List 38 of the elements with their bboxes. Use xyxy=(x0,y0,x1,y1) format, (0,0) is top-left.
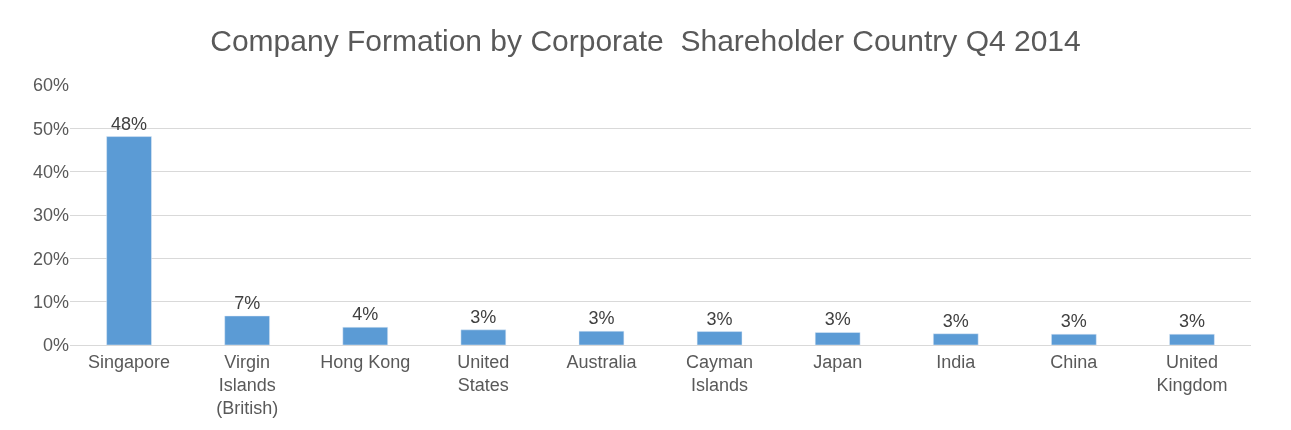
data-label: 3% xyxy=(1060,311,1087,332)
y-tick-label: 40% xyxy=(32,161,69,182)
bar xyxy=(106,136,152,345)
data-label: 4% xyxy=(352,304,379,325)
x-tick-label: Hong Kong xyxy=(320,351,411,372)
x-tick-label: Virgin Islands (British) xyxy=(216,351,279,419)
bar xyxy=(1169,333,1215,345)
data-label: 3% xyxy=(588,308,615,329)
x-tick-label: China xyxy=(1050,351,1099,372)
x-tick-label: Cayman Islands xyxy=(686,351,754,395)
x-tick-label: Australia xyxy=(566,351,638,372)
y-tick-label: 30% xyxy=(32,205,69,226)
bar xyxy=(224,315,270,345)
data-label: 3% xyxy=(470,306,497,327)
chart-title: Company Formation by Corporate Shareholder Country Q4 2014 xyxy=(210,24,1081,58)
data-label: 3% xyxy=(1178,311,1205,332)
x-tick-label: United States xyxy=(457,351,510,395)
bar xyxy=(1051,333,1097,345)
bar xyxy=(933,333,979,345)
bar xyxy=(578,330,625,345)
bar xyxy=(342,326,388,345)
x-tick-label: India xyxy=(936,351,977,372)
data-label: 7% xyxy=(234,292,261,313)
y-tick-label: 60% xyxy=(32,75,69,96)
data-label: 3% xyxy=(942,310,969,331)
bar xyxy=(460,329,507,345)
y-tick-label: 20% xyxy=(32,248,69,269)
bar xyxy=(696,331,743,345)
bar xyxy=(814,332,861,345)
x-tick-label: Japan xyxy=(813,351,863,372)
y-tick-label: 50% xyxy=(32,118,69,139)
data-label: 48% xyxy=(111,113,148,134)
y-tick-label: 0% xyxy=(42,335,69,356)
y-tick-label: 10% xyxy=(32,291,69,312)
x-tick-label: Singapore xyxy=(88,351,171,372)
data-label: 3% xyxy=(706,308,733,329)
x-tick-label: United Kingdom xyxy=(1156,351,1228,395)
data-label: 3% xyxy=(824,309,851,330)
